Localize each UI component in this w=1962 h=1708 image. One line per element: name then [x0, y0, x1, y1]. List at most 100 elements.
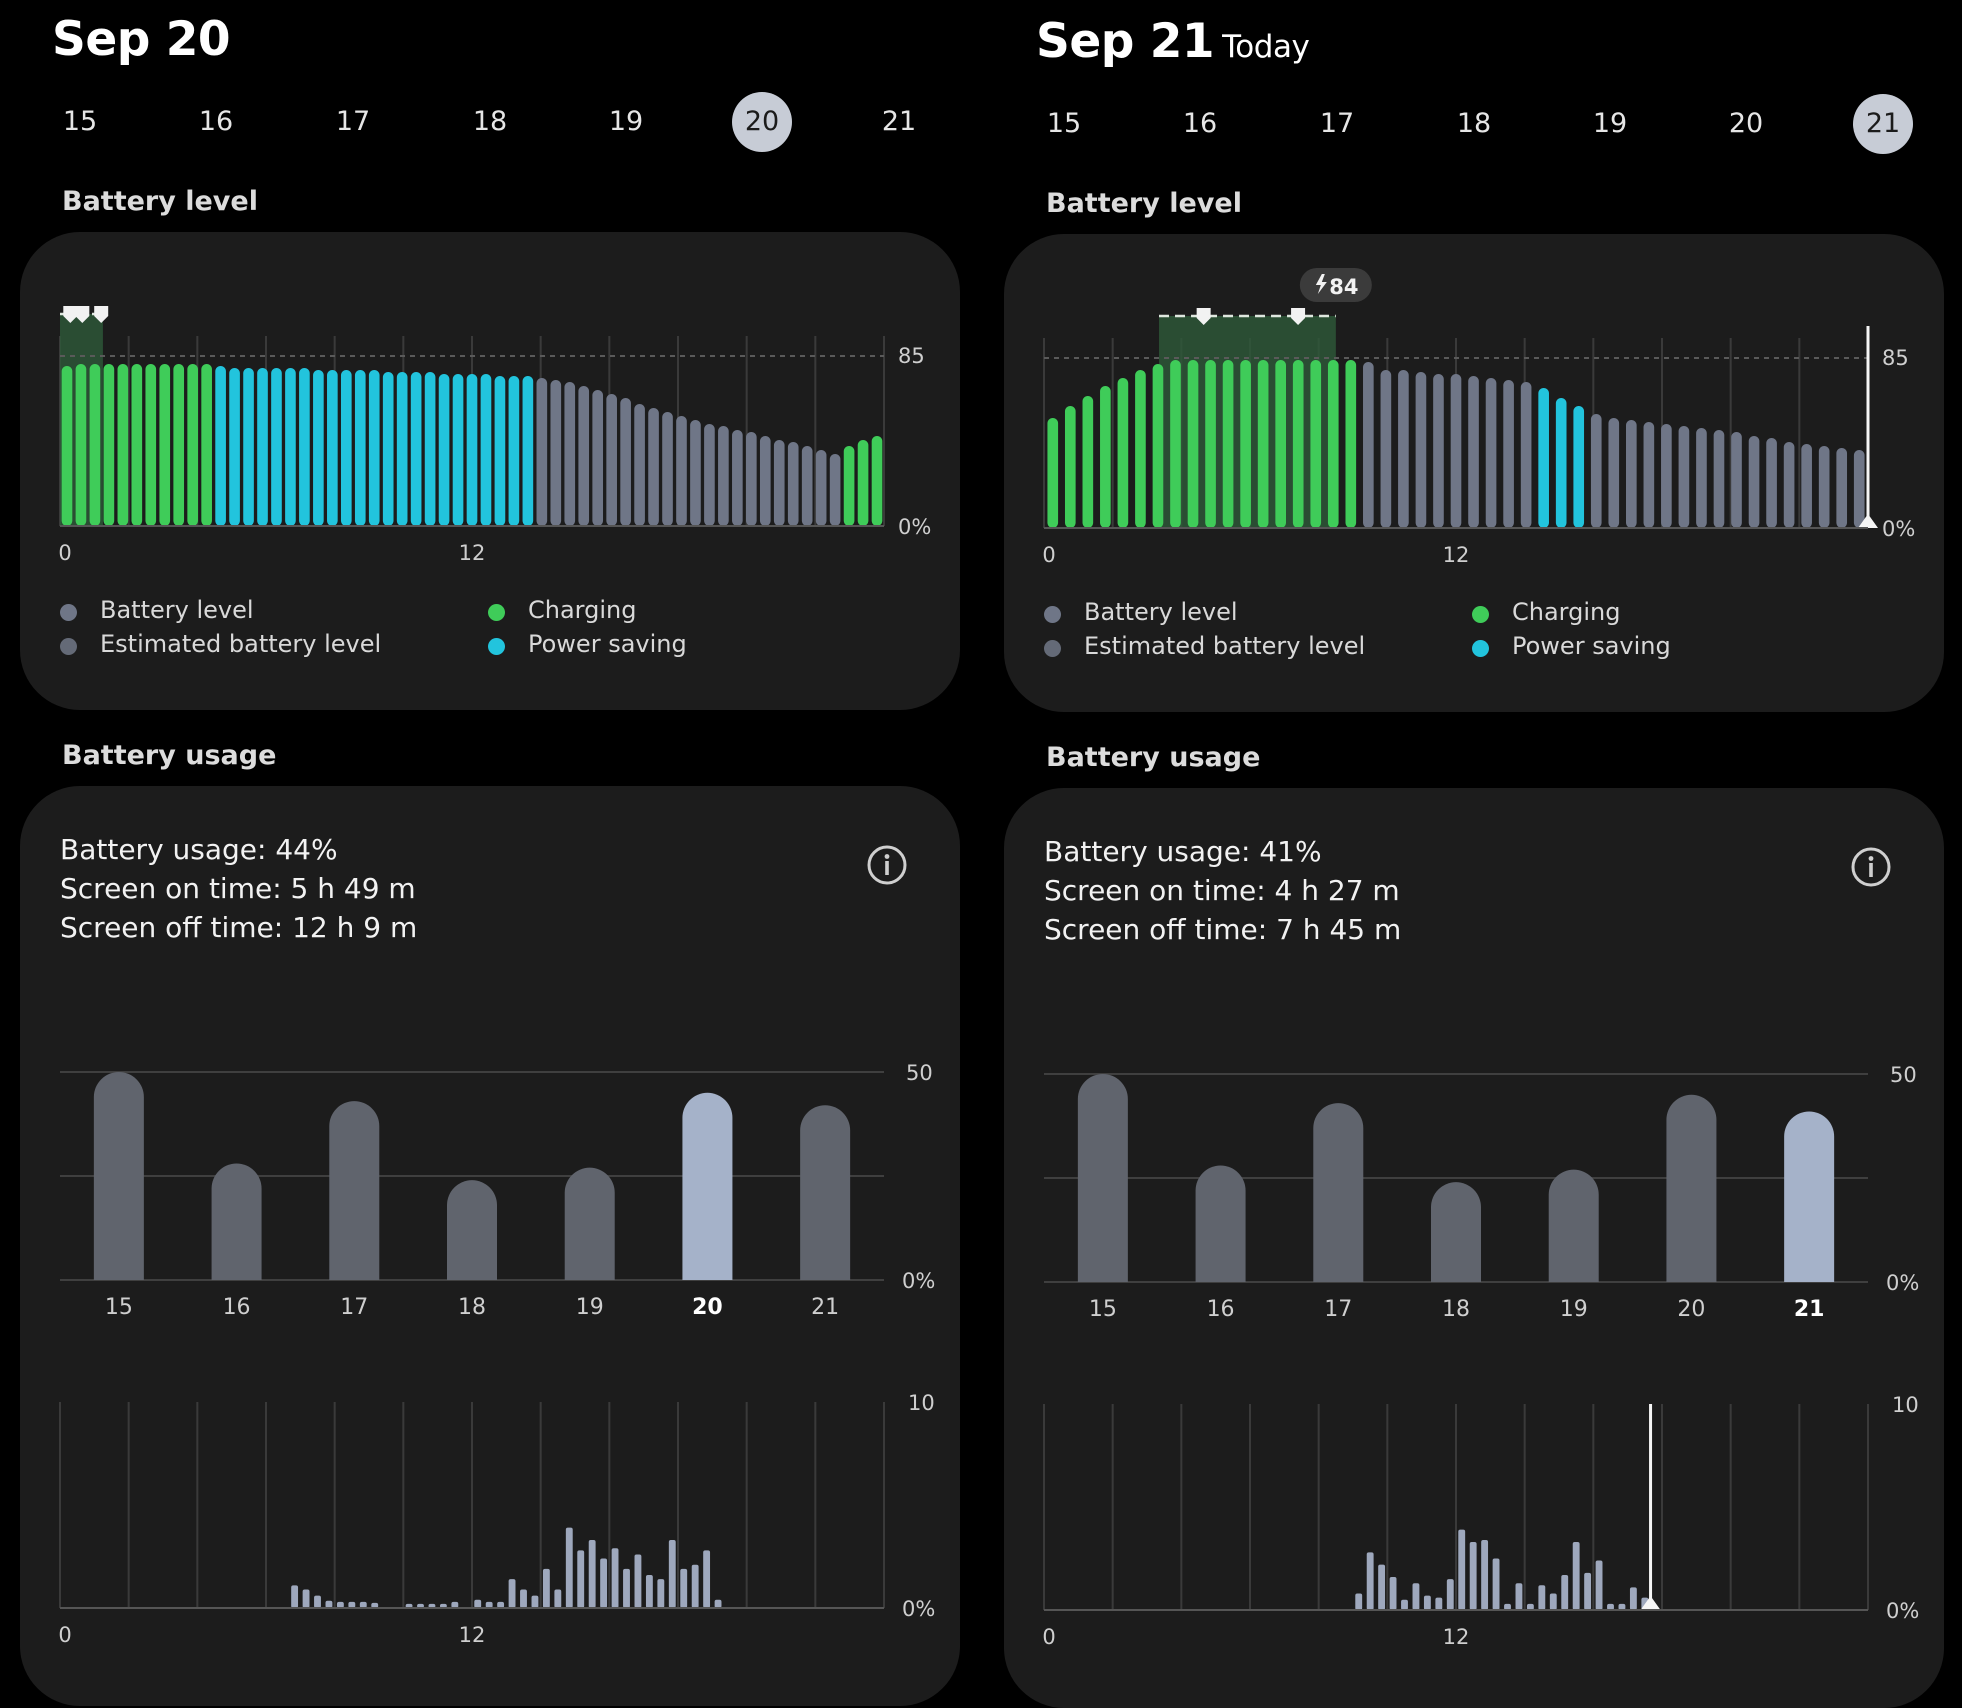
- now-marker-icon: [1858, 514, 1878, 528]
- battery-level-chart[interactable]: 84 85 0% 0 12: [1004, 234, 1944, 712]
- level-bar: [871, 436, 883, 526]
- level-bar: [131, 364, 143, 526]
- level-bar: [1731, 432, 1742, 528]
- level-bar: [1590, 414, 1602, 528]
- y-tick-label: 0%: [1886, 1271, 1919, 1295]
- day-chip-18[interactable]: 18: [472, 106, 508, 137]
- hour-usage-bar: [1492, 1558, 1500, 1610]
- hour-usage-bar: [611, 1548, 619, 1608]
- day-chip-21[interactable]: 21: [881, 106, 917, 137]
- day-usage-bar: [447, 1180, 497, 1280]
- day-usage-bar: [682, 1092, 733, 1280]
- level-bar: [1064, 406, 1076, 528]
- y-tick-label: 50: [1890, 1063, 1917, 1087]
- info-icon[interactable]: [1850, 846, 1892, 888]
- level-bar: [215, 366, 226, 526]
- day-selector: 15 16 17 18 19 20 21: [1004, 94, 1944, 154]
- level-bar: [145, 364, 157, 526]
- hour-usage-bar: [371, 1602, 379, 1608]
- x-tick-label: 0: [1042, 1625, 1055, 1649]
- day-tick-label: 18: [1442, 1297, 1470, 1322]
- level-bar: [1310, 360, 1322, 528]
- level-bar: [271, 368, 282, 526]
- x-tick-label: 12: [1443, 1625, 1470, 1649]
- level-bar: [1100, 386, 1111, 528]
- day-chip-17[interactable]: 17: [335, 106, 371, 137]
- hour-usage-bar: [1595, 1560, 1603, 1610]
- daily-usage-chart[interactable]: 50 0% 15 16 17 18 19 20 21 10 0% 0 12: [1004, 788, 1944, 1708]
- hour-usage-bar: [348, 1601, 356, 1608]
- estimated-dot-icon: [1044, 640, 1061, 657]
- level-bar: [606, 394, 617, 526]
- level-bar: [159, 364, 171, 526]
- shield-icon: [1291, 308, 1306, 325]
- level-bar: [1222, 360, 1234, 528]
- level-bar: [117, 364, 129, 526]
- day-usage-bar: [1313, 1103, 1364, 1282]
- level-bar: [1257, 360, 1269, 528]
- hour-usage-bar: [1435, 1597, 1443, 1610]
- level-bar: [1643, 422, 1655, 528]
- battery-usage-text: Battery usage: 44%: [60, 833, 338, 866]
- hour-usage-bar: [1458, 1529, 1466, 1610]
- day-chip-19[interactable]: 19: [608, 106, 644, 137]
- hour-usage-bar: [439, 1603, 447, 1608]
- level-bar: [1748, 436, 1760, 528]
- day-panel-sep-20: Sep 20 15 16 17 18 19 20 21 Battery leve…: [20, 0, 960, 1706]
- level-bar: [1801, 444, 1812, 528]
- day-tick-label: 16: [223, 1295, 251, 1320]
- y-tick-label: 0%: [902, 1269, 935, 1293]
- date-title: Sep 21 Today: [1036, 14, 1310, 69]
- hour-usage-bar: [531, 1595, 539, 1608]
- level-bar: [396, 372, 408, 526]
- level-bar: [257, 368, 268, 526]
- battery-level-chart[interactable]: 85 0% 0 12: [20, 232, 960, 710]
- level-bar: [801, 446, 813, 526]
- battery-level-card: 85 0% 0 12 Battery level Estimated battery …: [20, 232, 960, 710]
- level-bar: [173, 364, 185, 526]
- info-icon[interactable]: [866, 844, 908, 886]
- hour-usage-bar: [703, 1550, 711, 1608]
- battery-dot-icon: [1044, 606, 1061, 623]
- day-chip-20[interactable]: 20: [1728, 108, 1764, 139]
- level-bar: [773, 440, 785, 526]
- level-bar: [1450, 374, 1462, 528]
- level-bar: [1836, 448, 1848, 528]
- level-bar: [1152, 364, 1164, 528]
- charge-badge: [1299, 268, 1372, 302]
- hour-usage-bar: [1355, 1593, 1363, 1610]
- level-bar: [787, 442, 799, 526]
- level-bar: [1853, 450, 1865, 528]
- estimated-dot-icon: [60, 638, 77, 655]
- daily-usage-chart[interactable]: 50 0% 15 16 17 18 19 20 21 10 0% 0 12: [20, 786, 960, 1706]
- day-panel-sep-21: Sep 21 Today 15 16 17 18 19 20 21 Battery…: [1004, 0, 1944, 1708]
- level-bar: [592, 390, 604, 526]
- hour-usage-bar: [680, 1568, 688, 1608]
- day-chip-19[interactable]: 19: [1592, 108, 1628, 139]
- day-chip-16[interactable]: 16: [198, 106, 234, 137]
- level-bar: [732, 430, 743, 526]
- day-chip-20[interactable]: 20: [732, 92, 792, 152]
- x-tick-label: 0: [1042, 543, 1055, 567]
- level-bar: [676, 416, 687, 526]
- day-chip-17[interactable]: 17: [1319, 108, 1355, 139]
- battery-level-heading: Battery level: [62, 186, 258, 217]
- day-tick-label: 17: [340, 1295, 368, 1320]
- y-tick-label: 0%: [1882, 517, 1915, 541]
- screen-on-text: Screen on time: 4 h 27 m: [1044, 874, 1400, 907]
- level-bar: [690, 420, 701, 526]
- y-tick-label: 50: [906, 1061, 933, 1085]
- day-chip-15[interactable]: 15: [1046, 108, 1082, 139]
- day-chip-21[interactable]: 21: [1853, 94, 1913, 154]
- level-bar: [1713, 430, 1725, 528]
- x-tick-label: 12: [459, 1623, 486, 1647]
- day-chip-16[interactable]: 16: [1182, 108, 1218, 139]
- y-tick-label: 0%: [898, 515, 931, 539]
- today-label: Today: [1222, 29, 1310, 65]
- day-tick-label: 18: [458, 1295, 486, 1320]
- hour-usage-bar: [577, 1550, 585, 1608]
- hour-usage-bar: [565, 1527, 573, 1608]
- day-chip-15[interactable]: 15: [62, 106, 98, 137]
- day-chip-18[interactable]: 18: [1456, 108, 1492, 139]
- day-usage-bar: [211, 1163, 262, 1280]
